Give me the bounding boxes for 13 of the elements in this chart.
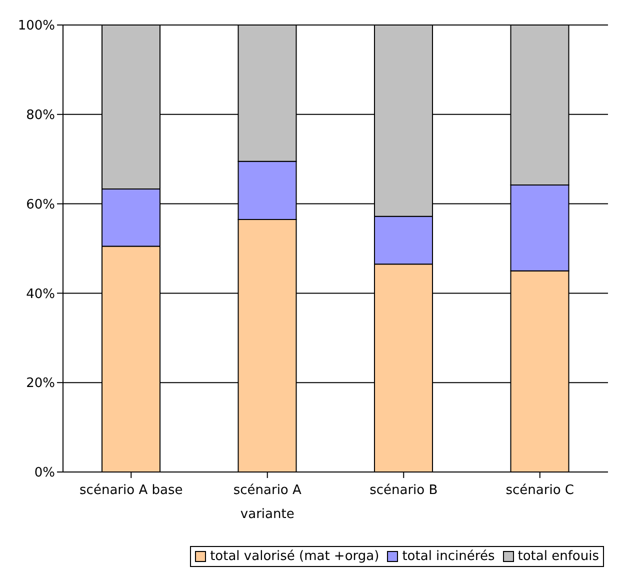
y-tick-label: 40% (26, 286, 55, 302)
x-tick-label: scénario C (506, 483, 574, 498)
x-tick-label: scénario A variante (233, 483, 302, 522)
legend-label: total enfouis (518, 549, 599, 564)
legend-label: total valorisé (mat +orga) (210, 549, 380, 564)
x-tick-label: scénario A base (80, 483, 183, 498)
y-tick-label: 60% (26, 197, 55, 212)
y-tick-label: 20% (26, 376, 55, 392)
y-tick-label: 100% (18, 18, 55, 34)
y-tick-label: 0% (34, 466, 55, 481)
legend-label: total incinérés (402, 549, 495, 564)
x-tick-label: scénario B (370, 483, 438, 498)
y-tick-label: 80% (26, 108, 55, 124)
